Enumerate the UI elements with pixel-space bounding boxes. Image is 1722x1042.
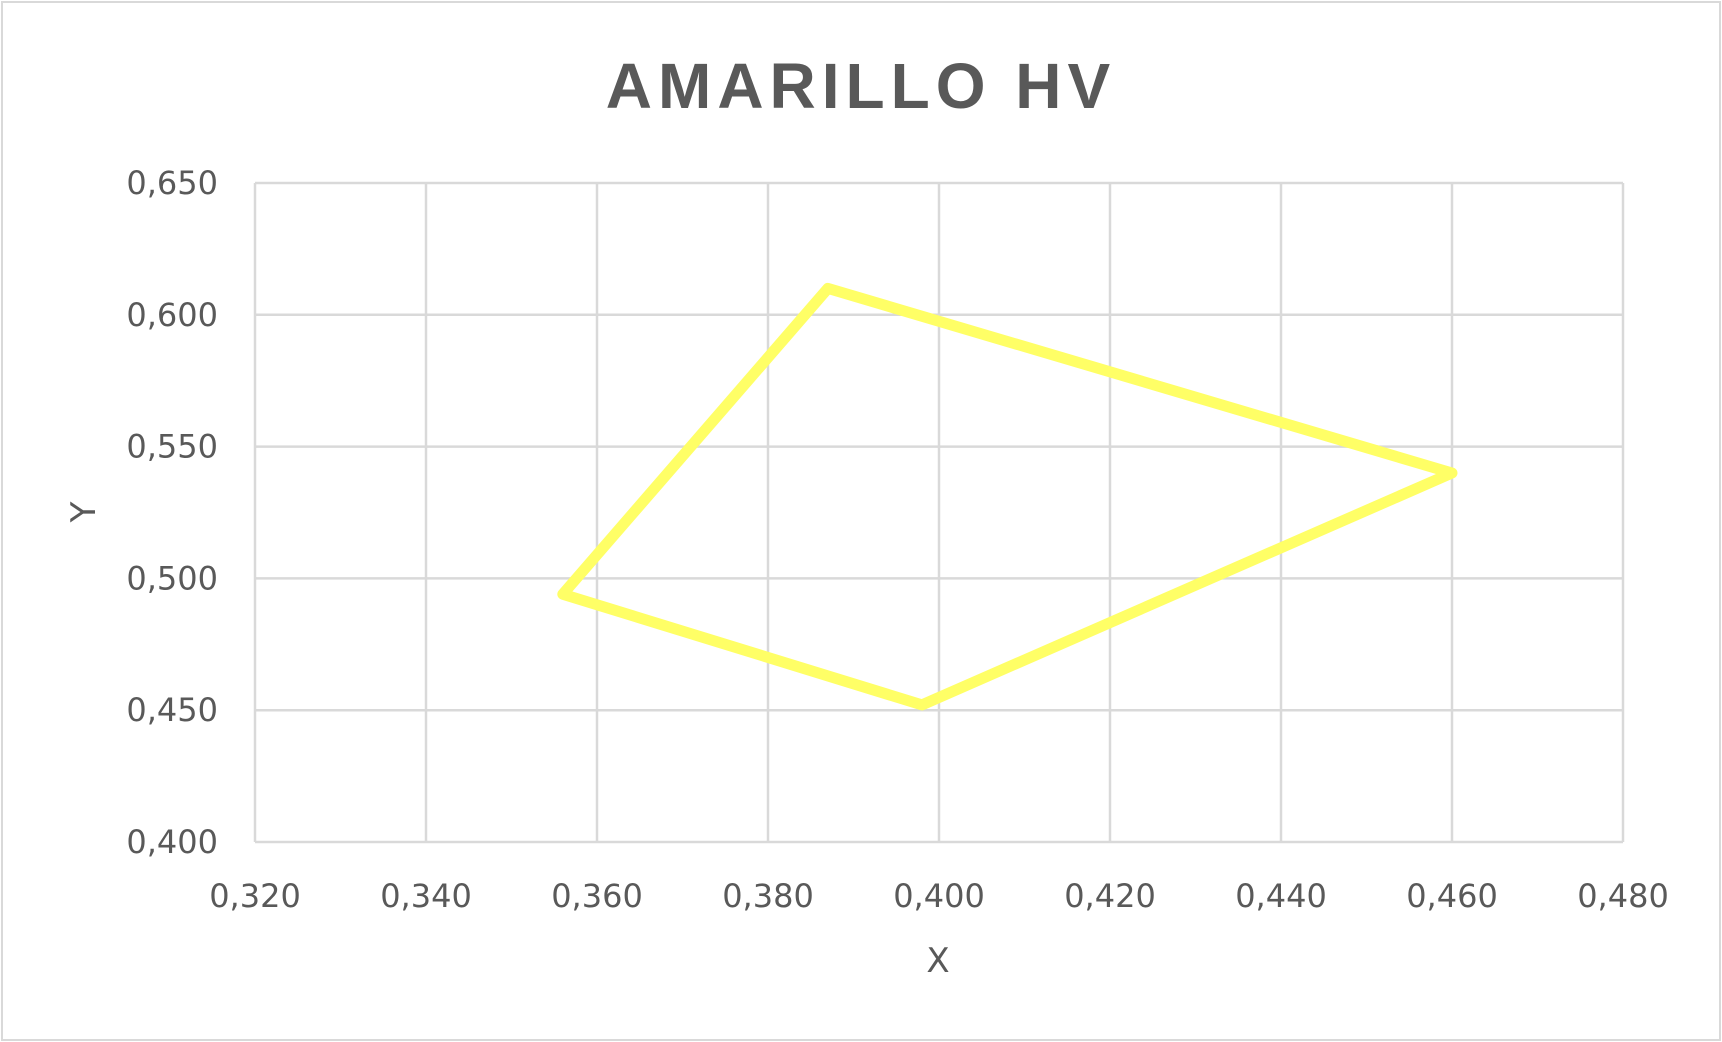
x-tick-label: 0,460 xyxy=(1406,877,1498,915)
y-tick-label: 0,400 xyxy=(126,823,218,861)
y-tick-label: 0,500 xyxy=(126,559,218,597)
x-tick-label: 0,480 xyxy=(1577,877,1669,915)
x-axis-title: X xyxy=(926,941,949,981)
chart-title: AMARILLO HV xyxy=(606,50,1116,122)
x-tick-label: 0,400 xyxy=(893,877,985,915)
y-tick-label: 0,600 xyxy=(126,296,218,334)
y-tick-label: 0,550 xyxy=(126,428,218,466)
series-line xyxy=(557,282,1458,711)
x-tick-label: 0,320 xyxy=(209,877,301,915)
y-tick-label: 0,450 xyxy=(126,691,218,729)
grid-lines xyxy=(253,181,1625,844)
series-layer xyxy=(557,282,1458,711)
x-tick-label: 0,420 xyxy=(1064,877,1156,915)
y-tick-labels: 0,400 0,450 0,500 0,550 0,600 0,650 xyxy=(126,164,218,861)
x-tick-labels: 0,320 0,340 0,360 0,380 0,400 0,420 0,440 0,460… xyxy=(209,877,1669,915)
y-tick-label: 0,650 xyxy=(126,164,218,202)
y-axis-title: Y xyxy=(64,501,104,523)
x-tick-label: 0,380 xyxy=(722,877,814,915)
x-tick-label: 0,440 xyxy=(1235,877,1327,915)
x-tick-label: 0,340 xyxy=(380,877,472,915)
x-tick-label: 0,360 xyxy=(551,877,643,915)
